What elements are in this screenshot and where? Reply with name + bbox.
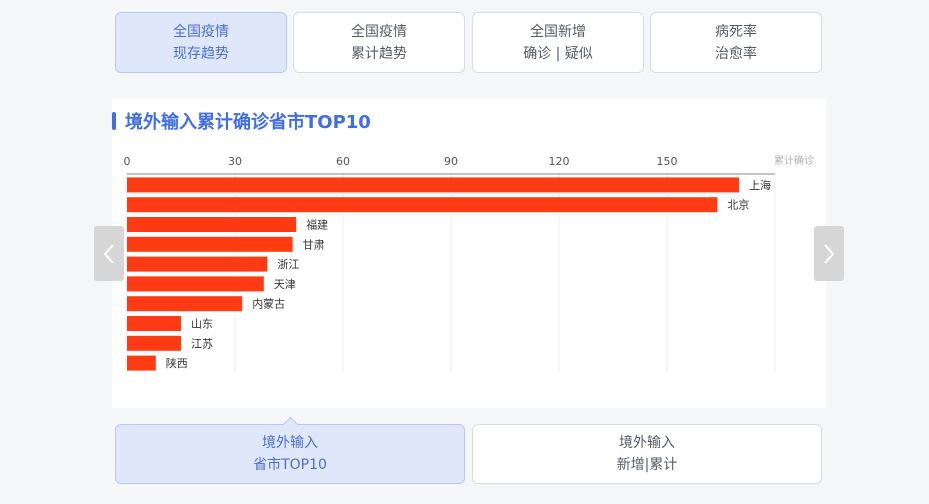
- bar-label: 上海: [749, 178, 771, 192]
- x-tick-label: 0: [124, 155, 131, 168]
- tab-label-line1: 全国疫情: [351, 23, 407, 40]
- bar-label: 福建: [306, 218, 328, 232]
- bar: [127, 217, 297, 232]
- x-tick-label: 150: [657, 155, 678, 168]
- bar-label: 江苏: [191, 337, 213, 350]
- tab-label-line2: 省市TOP10: [253, 457, 327, 473]
- bar-label: 内蒙古: [252, 297, 285, 311]
- x-tick-label: 30: [228, 155, 242, 168]
- bar-label: 山东: [191, 318, 213, 331]
- bar: [127, 177, 739, 193]
- carousel-prev-button[interactable]: [94, 226, 124, 281]
- tab-label-line1: 全国疫情: [173, 23, 229, 40]
- bar: [127, 355, 156, 371]
- bar-label: 浙江: [277, 258, 299, 271]
- bar: [127, 256, 268, 272]
- x-tick-label: 120: [549, 155, 570, 168]
- tab-import-top10[interactable]: 境外输入 省市TOP10: [115, 416, 465, 484]
- chevron-left-icon: [103, 243, 114, 264]
- tab-label-line1: 境外输入: [262, 435, 318, 451]
- bar: [127, 335, 181, 351]
- x-axis-name: 累计确诊: [774, 154, 814, 167]
- x-tick-label: 90: [444, 155, 458, 168]
- bar: [127, 296, 243, 312]
- card-title: 境外输入累计确诊省市TOP10: [112, 108, 371, 134]
- tab-label-line1: 境外输入: [619, 435, 675, 451]
- bar: [127, 276, 264, 292]
- tab-label-line2: 确诊 | 疑似: [523, 45, 593, 62]
- tab-label-line2: 现存趋势: [173, 45, 229, 62]
- bar: [127, 316, 181, 331]
- tab-import-new-cumulative[interactable]: 境外输入 新增|累计: [472, 424, 822, 484]
- chevron-right-icon: [824, 243, 835, 264]
- tab-label-line2: 累计趋势: [351, 45, 407, 62]
- x-tick-label: 60: [336, 155, 350, 168]
- chart-card: 境外输入累计确诊省市TOP10 0 30 60 90 120 150 累计确诊 上海 北京福建甘…: [112, 98, 826, 408]
- bar-label: 天津: [274, 278, 296, 291]
- title-accent-bar: [112, 112, 116, 130]
- bar-label: 甘肃: [303, 238, 325, 251]
- tab-label-line2: 治愈率: [715, 45, 757, 62]
- active-tab-caret: [282, 416, 299, 433]
- tab-cumulative-trend[interactable]: 全国疫情 累计趋势: [293, 12, 465, 73]
- tab-label-line1: 病死率: [715, 23, 757, 40]
- card-title-text: 境外输入累计确诊省市TOP10: [125, 112, 371, 133]
- tab-new-cases[interactable]: 全国新增 确诊 | 疑似: [472, 12, 644, 73]
- bar: [127, 236, 293, 252]
- bar-label: 陕西: [166, 356, 188, 370]
- tab-label-line1: 全国新增: [530, 23, 586, 40]
- bar-label: 北京: [727, 198, 749, 212]
- tab-death-cure-rate[interactable]: 病死率 治愈率: [650, 12, 822, 73]
- carousel-next-button[interactable]: [814, 226, 844, 281]
- tab-current-trend[interactable]: 全国疫情 现存趋势: [115, 12, 287, 73]
- bar: [127, 197, 718, 213]
- tab-label-line2: 新增|累计: [616, 457, 678, 473]
